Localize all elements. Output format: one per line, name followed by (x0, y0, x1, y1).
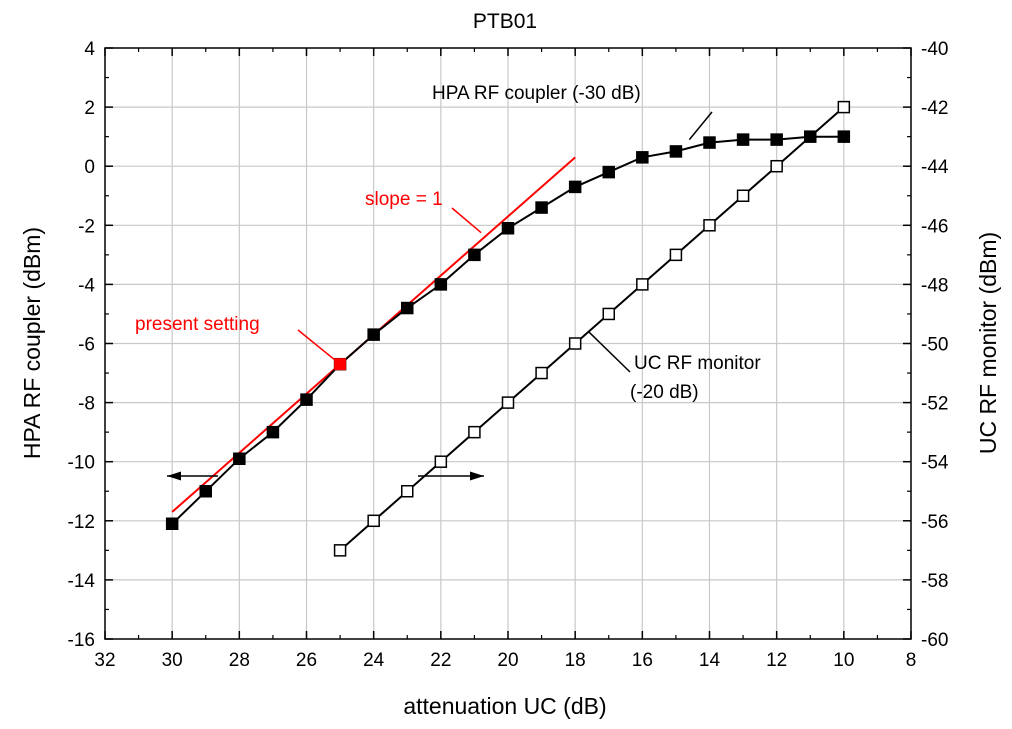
hpa-data-point (266, 425, 280, 439)
hpa-data-point (367, 328, 380, 341)
y-left-tick-label: -6 (78, 335, 95, 356)
x-tick-label: 20 (497, 650, 518, 671)
hpa-data-point (703, 136, 716, 149)
x-tick-label: 22 (430, 650, 451, 671)
hpa-data-point (770, 133, 783, 146)
uc-series-line (339, 106, 845, 552)
uc-data-point (736, 189, 750, 202)
y-left-tick-label: -16 (68, 630, 95, 651)
y-right-tick-label: -56 (921, 512, 948, 533)
x-axis-title: attenuation UC (dB) (403, 693, 606, 719)
y-left-tick-label: -12 (68, 512, 95, 533)
grid (105, 48, 911, 639)
x-tick-label: 32 (94, 650, 115, 671)
x-tick-label: 16 (632, 650, 653, 671)
x-tick-label: 28 (229, 650, 250, 671)
present-setting-leader (297, 329, 341, 365)
uc-data-point (636, 278, 649, 291)
hpa-data-point (501, 222, 515, 235)
uc-data-point (468, 425, 481, 439)
y-right-tick-label: -54 (921, 453, 949, 474)
uc-series-label-line2: (-20 dB) (630, 382, 699, 403)
y-left-tick-label: 0 (84, 157, 95, 178)
uc-data-point (501, 396, 515, 409)
hpa-data-point (434, 278, 448, 291)
y-left-axis-title: HPA RF coupler (dBm) (19, 227, 45, 459)
uc-series-label-line1: UC RF monitor (634, 353, 761, 374)
uc-data-point (602, 307, 615, 321)
right-axis-arrow-head (470, 471, 484, 481)
y-left-tick-label: 4 (84, 39, 95, 60)
hpa-data-point (602, 165, 615, 179)
hpa-data-point (401, 301, 414, 315)
y-left-tick-label: -2 (78, 216, 95, 237)
uc-data-point (703, 219, 716, 232)
y-right-tick-labels: -40 -42 -44 -46 -48 -50 -52 -54 -56 -58 -60 (921, 39, 949, 651)
axis-ticks (104, 47, 912, 640)
y-right-tick-label: -58 (921, 571, 948, 592)
x-tick-label: 24 (363, 650, 385, 671)
hpa-data-point (535, 201, 548, 214)
left-axis-arrow-head (167, 471, 181, 481)
series-layer (165, 100, 851, 557)
uc-data-point (367, 514, 380, 528)
uc-data-point (568, 337, 582, 350)
hpa-data-point (837, 130, 851, 143)
uc-data-point (770, 159, 783, 173)
y-right-tick-label: -52 (921, 394, 948, 415)
y-right-tick-label: -46 (921, 216, 948, 237)
y-right-tick-label: -60 (921, 630, 948, 651)
present-setting-label: present setting (135, 314, 260, 335)
y-left-tick-label: 2 (84, 98, 95, 119)
slope-label-leader (451, 207, 482, 234)
hpa-data-point (233, 452, 246, 465)
x-tick-label: 26 (296, 650, 317, 671)
x-tick-label: 12 (766, 650, 787, 671)
y-left-tick-label: -4 (78, 275, 95, 296)
uc-data-point (333, 544, 347, 557)
x-tick-label: 8 (906, 650, 917, 671)
chart-title: PTB01 (473, 10, 537, 33)
hpa-data-point (165, 517, 179, 531)
hpa-series-label: HPA RF coupler (-30 dB) (432, 83, 641, 104)
annotation-layer (167, 111, 713, 481)
uc-data-point (434, 455, 448, 468)
uc-label-leader (588, 331, 631, 373)
y-left-tick-labels: 4 2 0 -2 -4 -6 -8 -10 -12 -14 -16 (68, 39, 96, 651)
y-right-tick-label: -42 (921, 98, 948, 119)
y-right-tick-label: -50 (921, 335, 948, 356)
hpa-data-point (568, 180, 582, 194)
y-left-tick-label: -8 (78, 394, 95, 415)
x-tick-label: 18 (565, 650, 586, 671)
y-left-tick-label: -14 (68, 571, 96, 592)
y-right-tick-label: -48 (921, 275, 948, 296)
x-tick-labels: 32 30 28 26 24 22 20 18 16 14 12 10 8 (94, 650, 916, 671)
y-right-tick-label: -44 (921, 157, 949, 178)
hpa-data-point (669, 145, 683, 158)
uc-data-point (401, 485, 414, 498)
hpa-data-point (468, 248, 481, 262)
hpa-data-point (199, 485, 212, 498)
x-tick-label: 30 (162, 650, 183, 671)
hpa-data-point (736, 133, 750, 146)
y-left-tick-label: -10 (68, 453, 95, 474)
y-right-axis-title: UC RF monitor (dBm) (975, 232, 1001, 454)
hpa-label-leader (688, 111, 713, 141)
x-tick-label: 10 (833, 650, 854, 671)
hpa-data-point (636, 151, 649, 164)
slope-label: slope = 1 (365, 189, 443, 210)
uc-data-point (669, 248, 683, 262)
uc-data-point (837, 100, 851, 114)
x-tick-label: 14 (699, 650, 721, 671)
hpa-data-point (300, 393, 313, 406)
uc-data-point (535, 366, 548, 380)
y-right-tick-label: -40 (921, 39, 948, 60)
